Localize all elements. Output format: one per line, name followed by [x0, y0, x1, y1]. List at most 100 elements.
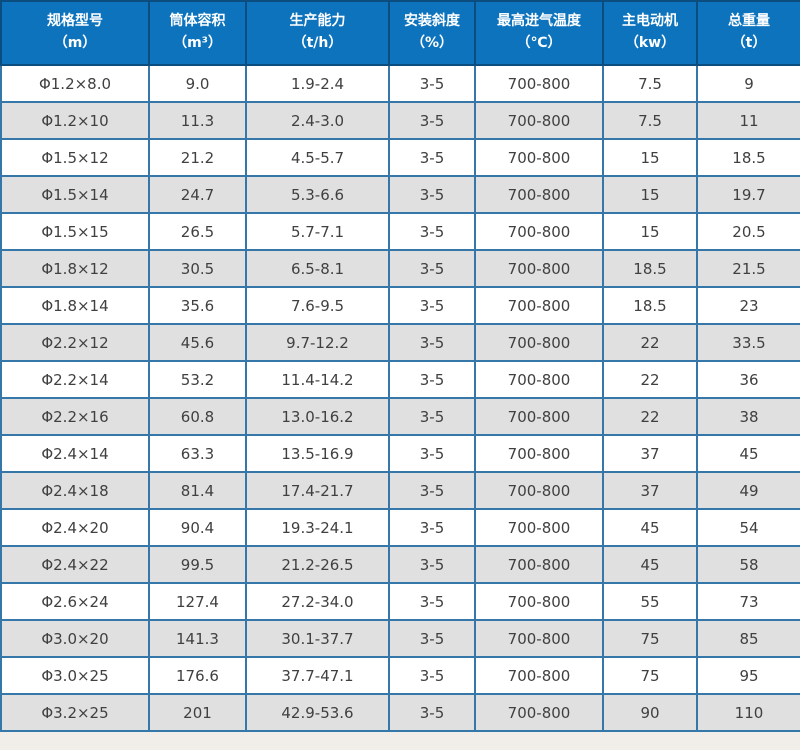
- table-cell: 700-800: [474, 545, 604, 584]
- table-cell: 700-800: [474, 397, 604, 436]
- column-unit: （%）: [410, 35, 454, 51]
- table-cell: 11.4-14.2: [245, 360, 390, 399]
- table-cell: 60.8: [148, 397, 247, 436]
- table-cell: 3-5: [388, 138, 476, 177]
- table-cell: 700-800: [474, 249, 604, 288]
- table-cell: 700-800: [474, 286, 604, 325]
- table-row: Φ3.0×20 141.3 30.1-37.7 3-5 700-800 75 85: [0, 619, 800, 658]
- table-cell: Φ1.2×8.0: [0, 64, 150, 103]
- table-row: Φ2.2×12 45.6 9.7-12.2 3-5 700-800 22 33.5: [0, 323, 800, 362]
- table-cell: 5.7-7.1: [245, 212, 390, 251]
- table-cell: 700-800: [474, 323, 604, 362]
- table-cell: 30.1-37.7: [245, 619, 390, 658]
- table-cell: 700-800: [474, 101, 604, 140]
- table-cell: 33.5: [696, 323, 800, 362]
- table-cell: 7.6-9.5: [245, 286, 390, 325]
- table-cell: 21.2-26.5: [245, 545, 390, 584]
- table-cell: 20.5: [696, 212, 800, 251]
- table-cell: 18.5: [696, 138, 800, 177]
- table-cell: 36: [696, 360, 800, 399]
- table-cell: 700-800: [474, 212, 604, 251]
- table-row: Φ2.4×20 90.4 19.3-24.1 3-5 700-800 45 54: [0, 508, 800, 547]
- table-cell: 3-5: [388, 64, 476, 103]
- table-cell: 3-5: [388, 471, 476, 510]
- table-cell: 55: [602, 582, 698, 621]
- table-cell: 30.5: [148, 249, 247, 288]
- table-cell: 45: [602, 508, 698, 547]
- table-cell: 49: [696, 471, 800, 510]
- table-cell: Φ3.2×25: [0, 693, 150, 732]
- table-cell: 13.0-16.2: [245, 397, 390, 436]
- table-cell: 24.7: [148, 175, 247, 214]
- table-row: Φ3.2×25 201 42.9-53.6 3-5 700-800 90 110: [0, 693, 800, 732]
- table-cell: 110: [696, 693, 800, 732]
- table-cell: 90: [602, 693, 698, 732]
- table-cell: 37: [602, 434, 698, 473]
- table-cell: 3-5: [388, 286, 476, 325]
- table-cell: 27.2-34.0: [245, 582, 390, 621]
- table-cell: 38: [696, 397, 800, 436]
- table-cell: 700-800: [474, 508, 604, 547]
- table-cell: 3-5: [388, 323, 476, 362]
- table-cell: 15: [602, 138, 698, 177]
- table-cell: 45.6: [148, 323, 247, 362]
- table-cell: Φ2.2×16: [0, 397, 150, 436]
- table-cell: 3-5: [388, 693, 476, 732]
- table-cell: 700-800: [474, 582, 604, 621]
- table-cell: Φ1.2×10: [0, 101, 150, 140]
- table-cell: 35.6: [148, 286, 247, 325]
- table-row: Φ2.2×16 60.8 13.0-16.2 3-5 700-800 22 38: [0, 397, 800, 436]
- table-cell: 5.3-6.6: [245, 175, 390, 214]
- table-cell: 700-800: [474, 64, 604, 103]
- table-row: Φ2.2×14 53.2 11.4-14.2 3-5 700-800 22 36: [0, 360, 800, 399]
- table-cell: 15: [602, 212, 698, 251]
- table-cell: 15: [602, 175, 698, 214]
- table-cell: 3-5: [388, 656, 476, 695]
- table-cell: 45: [696, 434, 800, 473]
- column-title: 安装斜度: [404, 13, 460, 30]
- table-cell: 700-800: [474, 693, 604, 732]
- column-title: 筒体容积: [169, 13, 226, 30]
- table-cell: 99.5: [148, 545, 247, 584]
- table-cell: Φ1.5×14: [0, 175, 150, 214]
- column-unit: （m³）: [173, 35, 222, 51]
- table-cell: 3-5: [388, 619, 476, 658]
- table-row: Φ2.4×14 63.3 13.5-16.9 3-5 700-800 37 45: [0, 434, 800, 473]
- table-cell: 700-800: [474, 434, 604, 473]
- table-cell: 11: [696, 101, 800, 140]
- table-cell: 3-5: [388, 249, 476, 288]
- table-cell: 141.3: [148, 619, 247, 658]
- table-cell: 19.3-24.1: [245, 508, 390, 547]
- column-unit: （t）: [731, 35, 767, 51]
- table-cell: 1.9-2.4: [245, 64, 390, 103]
- table-cell: 18.5: [602, 249, 698, 288]
- table-row: Φ1.8×14 35.6 7.6-9.5 3-5 700-800 18.5 23: [0, 286, 800, 325]
- table-cell: Φ2.2×14: [0, 360, 150, 399]
- table-cell: Φ2.4×22: [0, 545, 150, 584]
- column-title: 总重量: [728, 13, 770, 30]
- table-cell: 13.5-16.9: [245, 434, 390, 473]
- table-cell: Φ1.8×12: [0, 249, 150, 288]
- table-cell: 42.9-53.6: [245, 693, 390, 732]
- table-row: Φ1.8×12 30.5 6.5-8.1 3-5 700-800 18.5 21.5: [0, 249, 800, 288]
- column-header-4: 安装斜度 （%）: [388, 0, 476, 66]
- table-cell: 21.5: [696, 249, 800, 288]
- table-cell: 63.3: [148, 434, 247, 473]
- table-cell: 75: [602, 656, 698, 695]
- table-cell: Φ2.4×20: [0, 508, 150, 547]
- column-header-3: 生产能力 （t/h）: [245, 0, 390, 66]
- table-row: Φ2.4×22 99.5 21.2-26.5 3-5 700-800 45 58: [0, 545, 800, 584]
- table-row: Φ1.5×12 21.2 4.5-5.7 3-5 700-800 15 18.5: [0, 138, 800, 177]
- column-header-6: 主电动机 （kw）: [602, 0, 698, 66]
- table-cell: Φ1.8×14: [0, 286, 150, 325]
- spec-table-body: Φ1.2×8.0 9.0 1.9-2.4 3-5 700-800 7.5 9 Φ1.2×10 1…: [0, 64, 800, 732]
- table-cell: 3-5: [388, 508, 476, 547]
- table-row: Φ1.2×8.0 9.0 1.9-2.4 3-5 700-800 7.5 9: [0, 64, 800, 103]
- table-cell: 19.7: [696, 175, 800, 214]
- table-cell: 700-800: [474, 619, 604, 658]
- table-row: Φ1.5×14 24.7 5.3-6.6 3-5 700-800 15 19.7: [0, 175, 800, 214]
- table-cell: Φ2.2×12: [0, 323, 150, 362]
- table-cell: 3-5: [388, 360, 476, 399]
- table-cell: 85: [696, 619, 800, 658]
- column-title: 主电动机: [622, 13, 678, 30]
